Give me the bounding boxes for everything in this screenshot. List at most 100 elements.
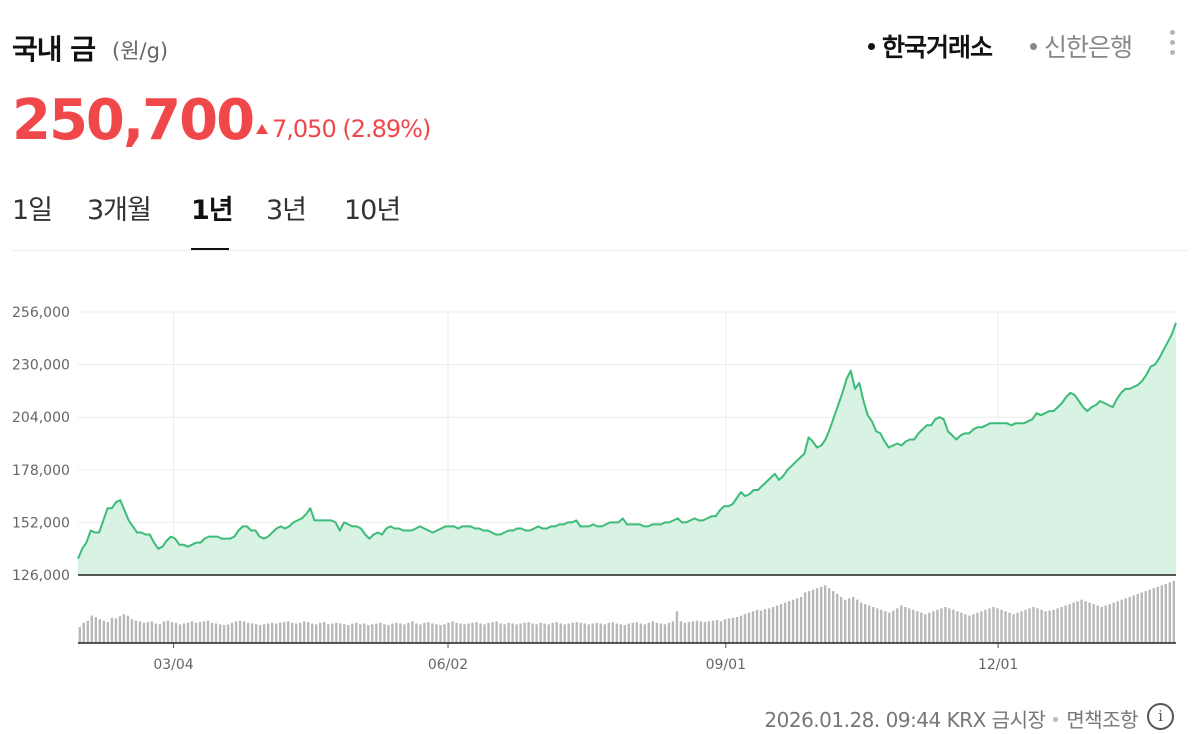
tab-1y[interactable]: 1년 xyxy=(191,195,234,226)
more-options-icon[interactable] xyxy=(1167,28,1177,58)
volume-bar xyxy=(443,624,446,643)
volume-bar xyxy=(695,620,699,643)
volume-bar xyxy=(675,611,679,643)
volume-bar xyxy=(884,611,887,643)
volume-bar xyxy=(1068,604,1071,643)
volume-bar xyxy=(563,624,566,643)
volume-bar xyxy=(631,622,634,643)
volume-bar xyxy=(287,621,290,643)
volume-bar xyxy=(687,622,691,643)
volume-bar xyxy=(703,622,707,643)
volume-bar xyxy=(387,625,390,643)
volume-bar xyxy=(399,623,402,643)
volume-bar xyxy=(988,608,991,643)
volume-bar xyxy=(146,622,150,643)
separator-dot xyxy=(1053,717,1059,722)
volume-bar xyxy=(1024,609,1027,643)
volume-bar xyxy=(739,615,743,643)
tab-3y[interactable]: 3년 xyxy=(266,195,307,226)
volume-bar xyxy=(807,591,811,643)
volume-bar xyxy=(571,622,574,643)
volume-bar xyxy=(1112,602,1115,643)
volume-bar xyxy=(531,623,534,643)
volume-bar xyxy=(214,623,218,643)
volume-bar xyxy=(154,623,158,643)
volume-bar xyxy=(118,616,122,643)
volume-bar xyxy=(190,621,194,643)
volume-bar xyxy=(1168,582,1171,643)
volume-bar xyxy=(142,622,146,643)
volume-bar xyxy=(1096,605,1099,643)
volume-bar xyxy=(844,599,847,643)
tab-1d[interactable]: 1일 xyxy=(12,195,53,226)
volume-bar xyxy=(711,620,715,643)
volume-bar xyxy=(527,622,530,643)
volume-bar xyxy=(952,609,955,643)
source-tab-shinhan[interactable]: 신한은행 xyxy=(1030,28,1133,64)
volume-bar xyxy=(723,619,727,643)
volume-bar xyxy=(683,622,687,643)
volume-bar xyxy=(1140,592,1143,643)
volume-bar xyxy=(283,622,286,643)
volume-bar xyxy=(254,624,258,643)
volume-bar xyxy=(803,592,807,643)
volume-bar xyxy=(250,623,254,643)
tab-3m[interactable]: 3개월 xyxy=(87,195,152,226)
volume-bar xyxy=(980,611,983,643)
volume-bar xyxy=(162,621,166,643)
y-tick-label: 204,000 xyxy=(12,410,70,426)
volume-bar xyxy=(238,620,242,643)
volume-bar xyxy=(535,624,538,643)
volume-bar xyxy=(335,622,338,643)
volume-bar xyxy=(888,612,891,643)
volume-bar xyxy=(699,621,703,643)
volume-bar xyxy=(114,618,118,643)
volume-bar xyxy=(1012,614,1015,643)
volume-bar xyxy=(1032,607,1035,643)
source-tab-krx[interactable]: 한국거래소 xyxy=(868,28,993,64)
volume-bar xyxy=(383,624,386,643)
volume-bar xyxy=(1092,604,1095,643)
volume-bar xyxy=(964,614,967,643)
volume-bar xyxy=(523,622,526,643)
volume-bar xyxy=(1160,585,1163,643)
info-icon[interactable]: i xyxy=(1147,703,1174,730)
volume-bar xyxy=(551,622,554,643)
volume-bar xyxy=(848,598,851,643)
up-arrow-icon xyxy=(256,124,268,134)
volume-bar xyxy=(483,624,486,643)
volume-bar xyxy=(234,621,238,643)
volume-bar xyxy=(1064,605,1067,643)
volume-bar xyxy=(852,596,855,643)
disclaimer-link[interactable]: 면책조항 xyxy=(1066,708,1138,732)
volume-bar xyxy=(323,622,326,643)
volume-bar xyxy=(663,624,667,643)
volume-bar xyxy=(347,625,350,643)
volume-bar xyxy=(487,622,490,643)
volume-bar xyxy=(996,608,999,643)
volume-bar xyxy=(1108,604,1111,643)
volume-bar xyxy=(667,622,671,643)
footer-text: 2026.01.28. 09:44 KRX 금시장 면책조항 xyxy=(764,704,1138,733)
volume-bar xyxy=(495,621,498,643)
volume-bar xyxy=(599,623,602,643)
volume-bar xyxy=(94,617,97,643)
volume-bar xyxy=(355,622,358,643)
volume-bar xyxy=(1148,589,1151,643)
x-tick-label: 09/01 xyxy=(706,657,746,673)
volume-bar xyxy=(940,608,943,643)
price-chart[interactable]: 256,000 230,000 204,000 178,000 152,000 126,0… xyxy=(0,290,1200,690)
tab-10y[interactable]: 10년 xyxy=(344,195,401,226)
volume-bar xyxy=(968,615,971,643)
volume-bar xyxy=(499,623,502,643)
change-value: 7,050 (2.89%) xyxy=(272,115,431,143)
volume-bar xyxy=(451,621,454,643)
x-tick-label: 03/04 xyxy=(153,657,193,673)
volume-bar xyxy=(78,627,81,643)
volume-bar xyxy=(138,621,142,643)
x-tick-label: 12/01 xyxy=(978,657,1018,673)
volume-bar xyxy=(447,622,450,643)
volume-bar xyxy=(824,585,827,643)
volume-bar xyxy=(992,607,995,643)
volume-bar xyxy=(291,622,294,643)
